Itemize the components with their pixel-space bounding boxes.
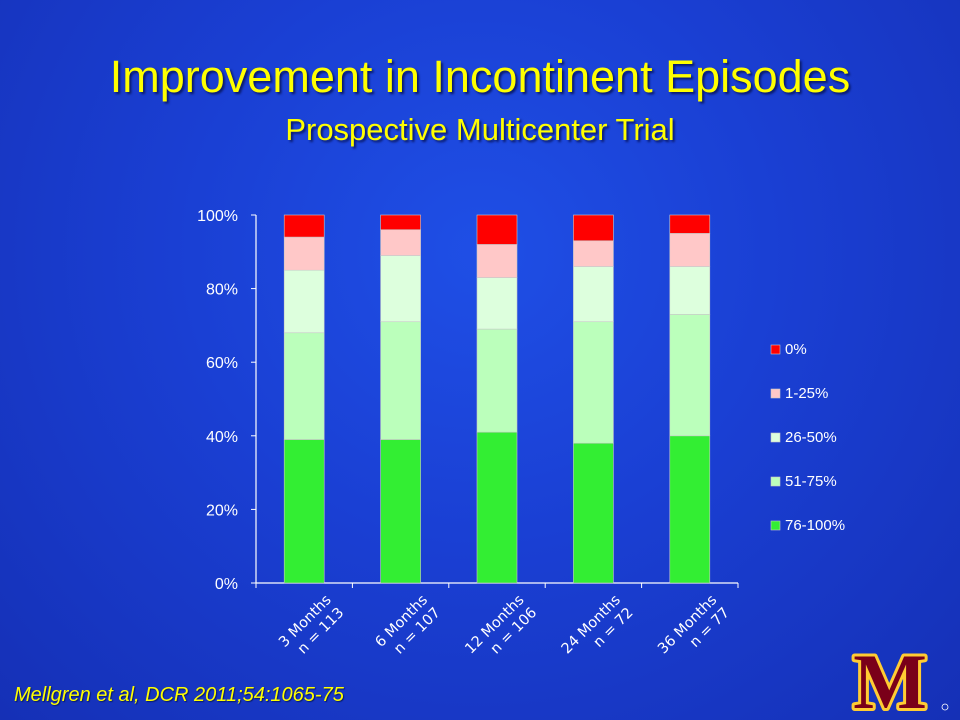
y-tick-label: 60%	[206, 355, 238, 372]
bar-segment	[283, 332, 325, 440]
legend-label: 1-25%	[785, 385, 828, 402]
bar-segment	[476, 277, 518, 330]
slide-subtitle: Prospective Multicenter Trial	[285, 112, 675, 147]
legend-swatch	[770, 344, 781, 355]
legend-swatch	[770, 476, 781, 487]
legend-label: 76-100%	[785, 517, 845, 534]
bar-segment	[283, 236, 325, 271]
legend-label: 26-50%	[785, 429, 837, 446]
y-tick-label: 100%	[197, 208, 238, 225]
bar-segment	[283, 269, 325, 334]
bar-segment	[573, 240, 614, 267]
y-tick-label: 0%	[215, 576, 238, 593]
y-tick-label: 20%	[206, 502, 238, 519]
bar-segment	[380, 255, 421, 323]
bar-segment	[669, 266, 711, 315]
chart-legend: 0% 1-25% 26-50% 51-75% 76-100%	[770, 341, 845, 534]
legend-label: 0%	[785, 341, 807, 358]
legend-swatch	[770, 520, 781, 531]
bar-segment	[283, 439, 325, 584]
citation: Mellgren et al, DCR 2011;54:1065-75	[14, 684, 344, 706]
bar-segment	[380, 439, 421, 584]
bar-segment	[669, 233, 711, 267]
bar-segment	[283, 214, 325, 238]
bar-segment	[476, 214, 518, 245]
bar-segment	[476, 328, 518, 433]
legend-label: 51-75%	[785, 473, 837, 490]
bar-segment	[573, 442, 614, 584]
logo-letter: M	[853, 644, 927, 714]
chart-bars	[283, 214, 711, 584]
bar-segment	[669, 314, 711, 437]
bar-segment	[380, 321, 421, 440]
legend-swatch	[770, 388, 781, 399]
bar-segment	[380, 214, 421, 231]
university-of-minnesota-m-logo: M M	[850, 644, 949, 714]
bar-segment	[476, 244, 518, 278]
bar-segment	[573, 214, 614, 242]
chart-axes: 0% 20% 40% 60% 80% 100%	[197, 208, 739, 593]
bar-segment	[380, 229, 421, 256]
logo-letter-outline: M	[853, 644, 927, 714]
bar-segment	[669, 214, 711, 234]
bar-segment	[573, 266, 614, 323]
bar-segment	[669, 435, 711, 584]
bar-segment	[476, 431, 518, 584]
y-tick-label: 80%	[206, 282, 238, 299]
bar-segment	[573, 321, 614, 444]
y-tick-label: 40%	[206, 429, 238, 446]
legend-swatch	[770, 432, 781, 443]
slide-title: Improvement in Incontinent Episodes	[109, 51, 851, 102]
